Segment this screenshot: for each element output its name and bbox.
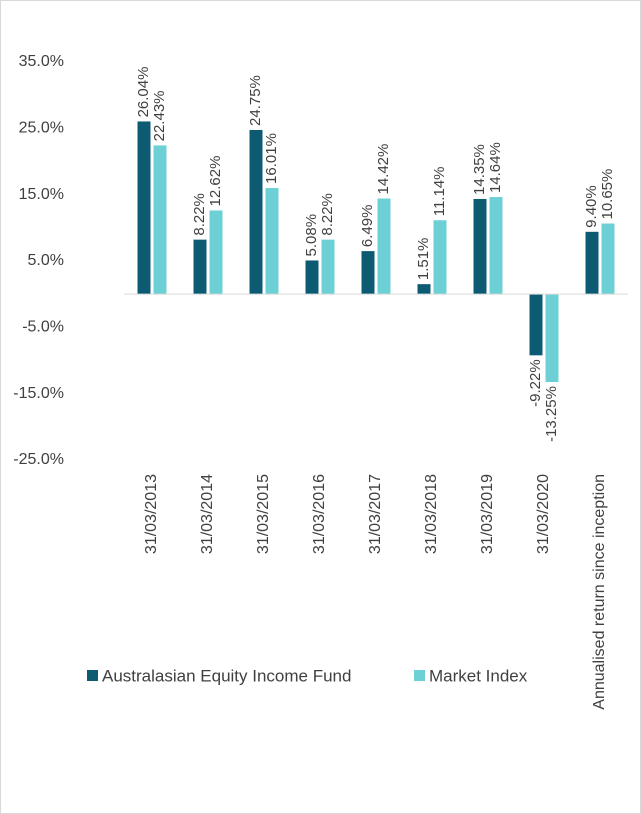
data-label: 8.22% [191,193,208,236]
y-tick-label: -5.0% [22,319,64,336]
bar [265,187,279,295]
x-tick-label: Annualised return since inception [591,474,608,710]
x-tick-label: 31/03/2020 [535,474,552,554]
y-tick-label: 5.0% [28,252,64,269]
legend-label: Australasian Equity Income Fund [102,666,351,685]
data-label: 5.08% [303,214,320,257]
data-label: 22.43% [151,91,168,142]
bar [601,223,615,295]
bar [209,210,223,295]
bar [585,231,599,295]
data-label: 14.35% [471,144,488,195]
data-label: 26.04% [135,67,152,118]
bar [473,198,487,295]
y-tick-label: 15.0% [19,186,64,203]
data-label: 14.42% [375,144,392,195]
legend-swatch [414,670,425,681]
y-tick-label: 35.0% [19,53,64,70]
x-tick-label: 31/03/2015 [255,474,272,554]
x-tick-label: 31/03/2018 [423,474,440,554]
x-tick-label: 31/03/2016 [311,474,328,554]
data-label: -13.25% [543,386,560,442]
y-tick-label: -15.0% [13,385,64,402]
bar [545,294,559,383]
bar [153,145,167,295]
y-tick-label: 25.0% [19,120,64,137]
x-tick-label: 31/03/2019 [479,474,496,554]
bar [377,198,391,295]
bar [489,197,503,295]
data-label: -9.22% [527,359,544,407]
data-label: 16.01% [263,133,280,184]
data-label: 10.65% [599,169,616,220]
legend-label: Market Index [429,666,528,685]
data-label: 1.51% [415,238,432,281]
data-label: 6.49% [359,205,376,248]
bar [321,239,335,295]
x-tick-label: 31/03/2014 [199,474,216,554]
bar [193,239,207,295]
y-tick-label: -25.0% [13,451,64,468]
data-label: 14.64% [487,142,504,193]
bar [529,294,543,356]
x-tick-label: 31/03/2013 [143,474,160,554]
x-tick-label: 31/03/2017 [367,474,384,554]
bar [433,220,447,295]
bar [137,121,151,295]
data-label: 9.40% [583,185,600,228]
data-label: 24.75% [247,75,264,126]
bar [361,251,375,295]
data-label: 12.62% [207,156,224,207]
bar [305,260,319,295]
data-label: 8.22% [319,193,336,236]
bar [249,129,263,295]
bar [417,284,431,295]
legend-swatch [87,670,98,681]
data-label: 11.14% [431,167,448,217]
